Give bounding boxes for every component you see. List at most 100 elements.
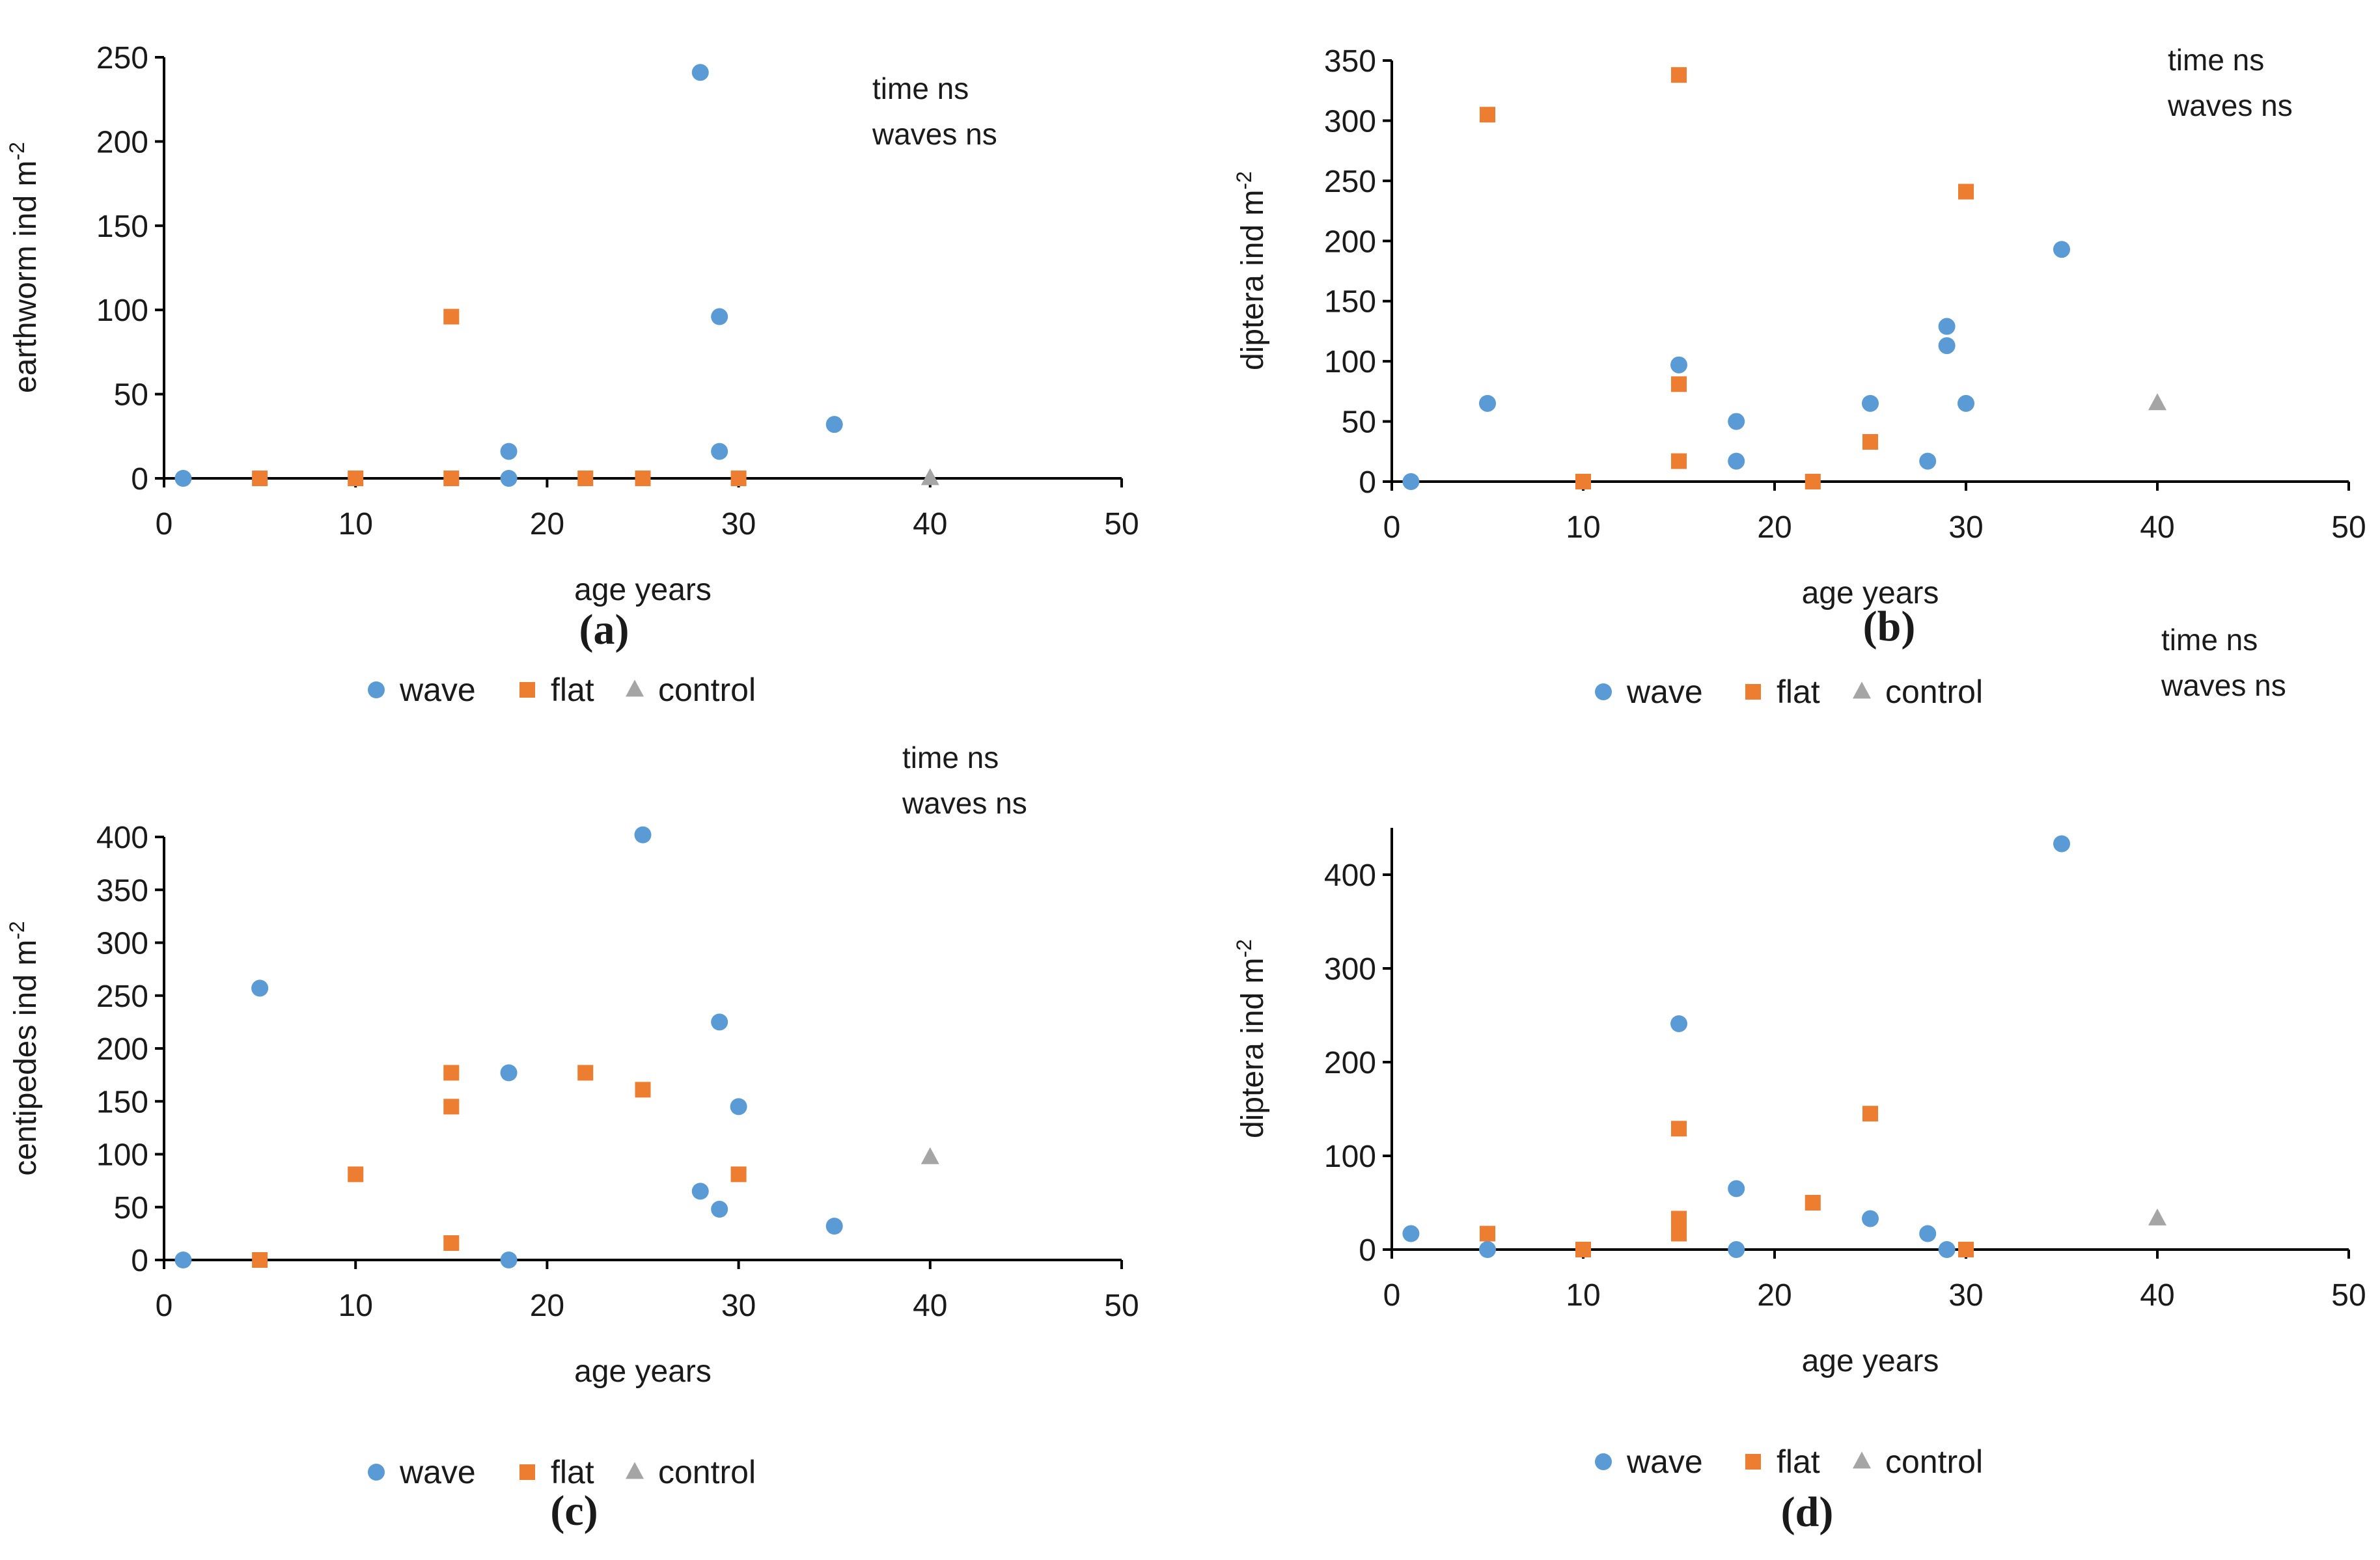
data-point-flat (1805, 474, 1821, 489)
y-tick-label: 0 (1359, 1233, 1376, 1268)
data-point-control (920, 468, 939, 486)
y-tick-label: 400 (1324, 858, 1376, 893)
y-axis-title-text: diptera ind m (1236, 189, 1270, 370)
data-point-wave (174, 1252, 192, 1268)
x-tick-label: 10 (339, 1289, 373, 1323)
data-point-flat (1671, 453, 1687, 469)
data-point-flat (443, 471, 460, 486)
legend-marker-flat (1745, 1454, 1761, 1470)
legend-label-wave: wave (1626, 1444, 1703, 1480)
legend-marker-flat (519, 682, 535, 698)
data-point-wave (500, 443, 518, 460)
data-point-flat (1480, 107, 1495, 123)
legend-label-flat: flat (1777, 1444, 1820, 1480)
data-point-wave (1862, 1210, 1879, 1227)
y-tick-label: 250 (1324, 165, 1376, 199)
data-point-wave (634, 826, 652, 843)
annotation-text: waves ns (2167, 89, 2293, 122)
x-tick-label: 20 (1757, 1278, 1792, 1313)
legend-label-wave: wave (1626, 674, 1703, 710)
legend-marker-control (1853, 1451, 1871, 1469)
data-point-flat (348, 1166, 364, 1183)
y-tick-label: 50 (114, 1191, 148, 1225)
annotation-text: time ns (2168, 43, 2264, 77)
x-tick-label: 10 (1566, 510, 1600, 545)
x-tick-label: 30 (1948, 1278, 1983, 1313)
data-point-wave (711, 308, 728, 325)
legend-marker-flat (1745, 684, 1761, 700)
y-tick-label: 100 (96, 1138, 148, 1173)
legend-marker-wave (1595, 1453, 1612, 1470)
data-point-flat (443, 1065, 460, 1081)
y-tick-label: 200 (1324, 225, 1376, 259)
data-point-flat (1671, 1211, 1687, 1227)
y-tick-label: 0 (1359, 465, 1376, 500)
legend-label-flat: flat (551, 672, 594, 708)
y-tick-label: 350 (1324, 44, 1376, 79)
y-tick-label: 200 (96, 1032, 148, 1067)
x-tick-label: 50 (1104, 507, 1139, 541)
x-tick-label: 10 (1566, 1278, 1600, 1313)
legend-marker-control (626, 679, 644, 697)
legend-marker-control (626, 1462, 644, 1479)
data-point-wave (1919, 1225, 1937, 1242)
data-point-flat (1671, 1121, 1687, 1137)
x-tick-label: 50 (2331, 1278, 2366, 1313)
y-axis-title: diptera ind m-2 (1232, 171, 1270, 370)
y-axis-title: diptera ind m-2 (1232, 939, 1270, 1138)
data-point-wave (1938, 318, 1956, 335)
legend: wave flat control (1595, 1444, 1983, 1480)
data-point-wave (1728, 1241, 1745, 1258)
data-point-wave (1958, 394, 1974, 412)
y-tick-label: 300 (96, 927, 148, 961)
legend: wave flat control (368, 672, 756, 708)
data-point-wave (2053, 241, 2070, 258)
data-point-control (2148, 393, 2166, 411)
data-point-flat (730, 1166, 747, 1183)
x-tick-label: 20 (1757, 510, 1792, 545)
data-point-wave (711, 1201, 728, 1218)
legend-label-flat: flat (551, 1454, 594, 1490)
legend-label-wave: wave (399, 672, 476, 708)
x-axis-title: age years (574, 573, 712, 607)
x-tick-label: 0 (1383, 510, 1401, 545)
y-tick-label: 400 (96, 821, 148, 855)
data-point-wave (1728, 1180, 1745, 1197)
y-tick-label: 250 (96, 979, 148, 1014)
y-tick-label: 200 (1324, 1046, 1376, 1080)
x-tick-label: 0 (156, 1289, 173, 1323)
data-point-wave (1402, 473, 1420, 490)
legend: wave flat control (1595, 674, 1983, 710)
x-tick-label: 0 (156, 507, 173, 541)
x-axis-title: age years (1802, 1344, 1939, 1378)
annotation-text: time ns (872, 72, 969, 105)
data-point-wave (691, 1183, 709, 1200)
legend-label-flat: flat (1777, 674, 1820, 710)
data-point-flat (577, 471, 594, 486)
data-point-wave (500, 470, 518, 487)
y-axis-title-superscript: -2 (5, 921, 29, 939)
y-axis-title-text: diptera ind m (1236, 957, 1270, 1138)
data-point-wave (711, 443, 728, 460)
y-tick-label: 250 (96, 41, 148, 75)
data-point-flat (577, 1065, 594, 1081)
y-tick-label: 150 (96, 210, 148, 244)
x-tick-label: 50 (1104, 1289, 1139, 1323)
y-tick-label: 0 (131, 1244, 148, 1278)
annotation-text: time ns (2161, 623, 2258, 657)
panel-label: (b) (1863, 603, 1916, 650)
data-point-flat (1958, 1242, 1974, 1257)
x-tick-label: 50 (2331, 510, 2366, 545)
legend-label-control: control (658, 1454, 756, 1490)
y-axis-title: centipedes ind m-2 (5, 921, 43, 1175)
panel-a: 0 10 20 30 40 50 0 50 100 150 200 250 age years earth… (5, 41, 1139, 708)
y-tick-label: 100 (1324, 1140, 1376, 1174)
legend-marker-wave (368, 681, 385, 698)
data-point-wave (1919, 452, 1937, 470)
legend-marker-wave (368, 1464, 385, 1481)
data-point-wave (1938, 1241, 1956, 1258)
data-point-flat (1805, 1195, 1821, 1211)
data-point-wave (174, 470, 192, 487)
data-point-control (920, 1147, 939, 1164)
